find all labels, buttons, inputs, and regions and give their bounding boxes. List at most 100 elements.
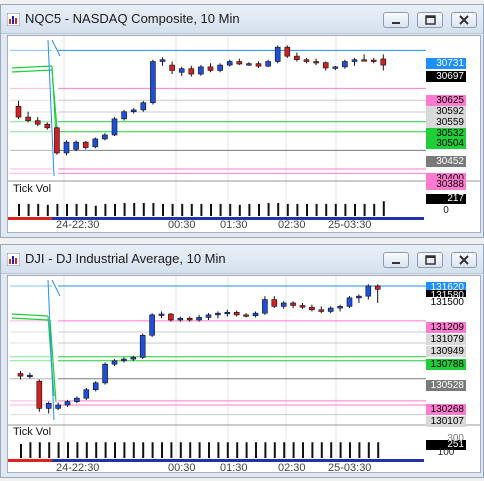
price-label-2: 131500 (426, 297, 466, 308)
volume-bar-32 (320, 442, 323, 458)
candlestick-chart[interactable] (8, 36, 480, 232)
minimize-button[interactable] (383, 12, 409, 28)
volume-bar-25 (255, 442, 257, 458)
candle-body-6 (74, 397, 80, 402)
volume-bar-36 (358, 442, 361, 458)
volume-bar-28 (286, 203, 289, 216)
candle-body-8 (92, 138, 99, 148)
volume-bar-23 (238, 204, 241, 216)
price-label-1: 30697 (426, 71, 466, 82)
close-icon (459, 15, 469, 25)
price-label-3: 131209 (426, 322, 466, 333)
session-top-line (51, 279, 61, 297)
price-label-7: 130528 (426, 380, 466, 391)
time-label-2: 01:30 (220, 462, 248, 473)
title-bar[interactable]: DJI - DJ Industrial Average, 10 Min (1, 245, 483, 274)
candle-body-22 (224, 312, 231, 315)
price-label-7: 30452 (426, 156, 466, 167)
rail-line-1 (11, 317, 49, 321)
minimize-button[interactable] (383, 252, 409, 268)
candle-body-30 (303, 59, 310, 62)
session-top-line (51, 39, 61, 57)
restore-button[interactable] (417, 12, 443, 28)
candle-body-36 (361, 59, 367, 62)
time-label-4: 25-03:30 (328, 219, 372, 231)
title-bar[interactable]: NQC5 - NASDAQ Composite, 10 Min (1, 5, 483, 34)
volume-bar-33 (330, 442, 333, 458)
dji-chart-window: DJI - DJ Industrial Average, 10 Min 1316… (0, 244, 484, 478)
candle-body-24 (243, 314, 249, 317)
price-label-2: 30625 (426, 95, 466, 106)
price-label-9: 30388 (426, 179, 466, 190)
candle-body-37 (370, 59, 377, 62)
volume-bar-6 (75, 203, 78, 216)
volume-bar-24 (248, 203, 251, 216)
candle-body-35 (351, 59, 358, 62)
close-button[interactable] (451, 252, 477, 268)
volume-bar-12 (132, 442, 135, 458)
price-label-9: 130107 (426, 416, 466, 427)
session-strip-red (8, 459, 52, 462)
candle-body-5 (64, 401, 71, 406)
candle-body-31 (309, 306, 315, 311)
window-title: NQC5 - NASDAQ Composite, 10 Min (25, 11, 240, 26)
volume-bar-26 (267, 203, 270, 216)
candle-body-38 (380, 58, 387, 66)
candle-body-24 (246, 63, 252, 66)
candle-body-6 (73, 141, 79, 150)
volume-bar-16 (171, 203, 174, 216)
chart-app-icon (7, 13, 20, 26)
price-label-5: 30532 (426, 128, 466, 139)
price-chart-panel[interactable]: 30731 30697 30625 30592 30559 30532 30504 30452… (7, 35, 481, 233)
candle-body-19 (198, 66, 204, 75)
price-label-8: 30400 (426, 173, 466, 184)
session-strip-red (8, 217, 52, 220)
volume-bar-0 (18, 203, 20, 216)
volume-bar-22 (226, 442, 229, 458)
candle-body-11 (121, 358, 127, 362)
volume-bar-0 (20, 443, 22, 458)
time-label-2: 01:30 (220, 219, 248, 231)
candle-body-35 (346, 297, 353, 307)
rail-line-3 (49, 319, 57, 403)
volume-bar-12 (133, 203, 136, 216)
candle-body-12 (130, 357, 137, 360)
candle-body-36 (356, 295, 362, 299)
volume-bar-31 (315, 203, 318, 216)
volume-bar-33 (334, 203, 337, 216)
close-button[interactable] (451, 12, 477, 28)
volume-bar-10 (114, 203, 116, 216)
restore-icon (425, 255, 436, 265)
volume-bar-31 (311, 442, 314, 458)
volume-bar-29 (296, 203, 299, 216)
window-title: DJI - DJ Industrial Average, 10 Min (25, 251, 226, 266)
nqc5-chart-window: NQC5 - NASDAQ Composite, 10 Min 30731 306… (0, 4, 484, 238)
volume-bar-23 (236, 442, 239, 458)
volume-bar-21 (219, 203, 222, 216)
candle-body-17 (177, 317, 184, 321)
candle-body-2 (34, 120, 41, 125)
volume-bar-15 (161, 442, 163, 458)
candle-body-7 (83, 389, 90, 399)
candle-body-33 (332, 66, 339, 69)
price-label-4: 131079 (426, 334, 466, 345)
time-label-3: 02:30 (278, 462, 306, 473)
price-chart-panel[interactable]: 131620 131580 131500 131209 131079 130949 1307… (7, 275, 481, 473)
price-label-6: 30504 (426, 138, 466, 149)
candlestick-chart[interactable] (8, 276, 480, 472)
volume-bar-27 (273, 442, 276, 458)
candle-body-11 (121, 111, 127, 120)
restore-button[interactable] (417, 252, 443, 268)
volume-bar-20 (210, 203, 212, 216)
minimize-icon (392, 22, 400, 24)
candle-body-4 (54, 127, 60, 154)
candle-body-21 (217, 64, 223, 71)
volume-bar-21 (217, 442, 220, 458)
candle-body-30 (299, 305, 306, 308)
volume-bar-19 (198, 442, 201, 458)
time-label-4: 25-03:30 (328, 462, 372, 473)
candle-body-18 (188, 68, 195, 75)
volume-label-0: 217 (426, 194, 466, 204)
rail-line-0 (11, 65, 53, 69)
restore-icon (425, 15, 436, 25)
